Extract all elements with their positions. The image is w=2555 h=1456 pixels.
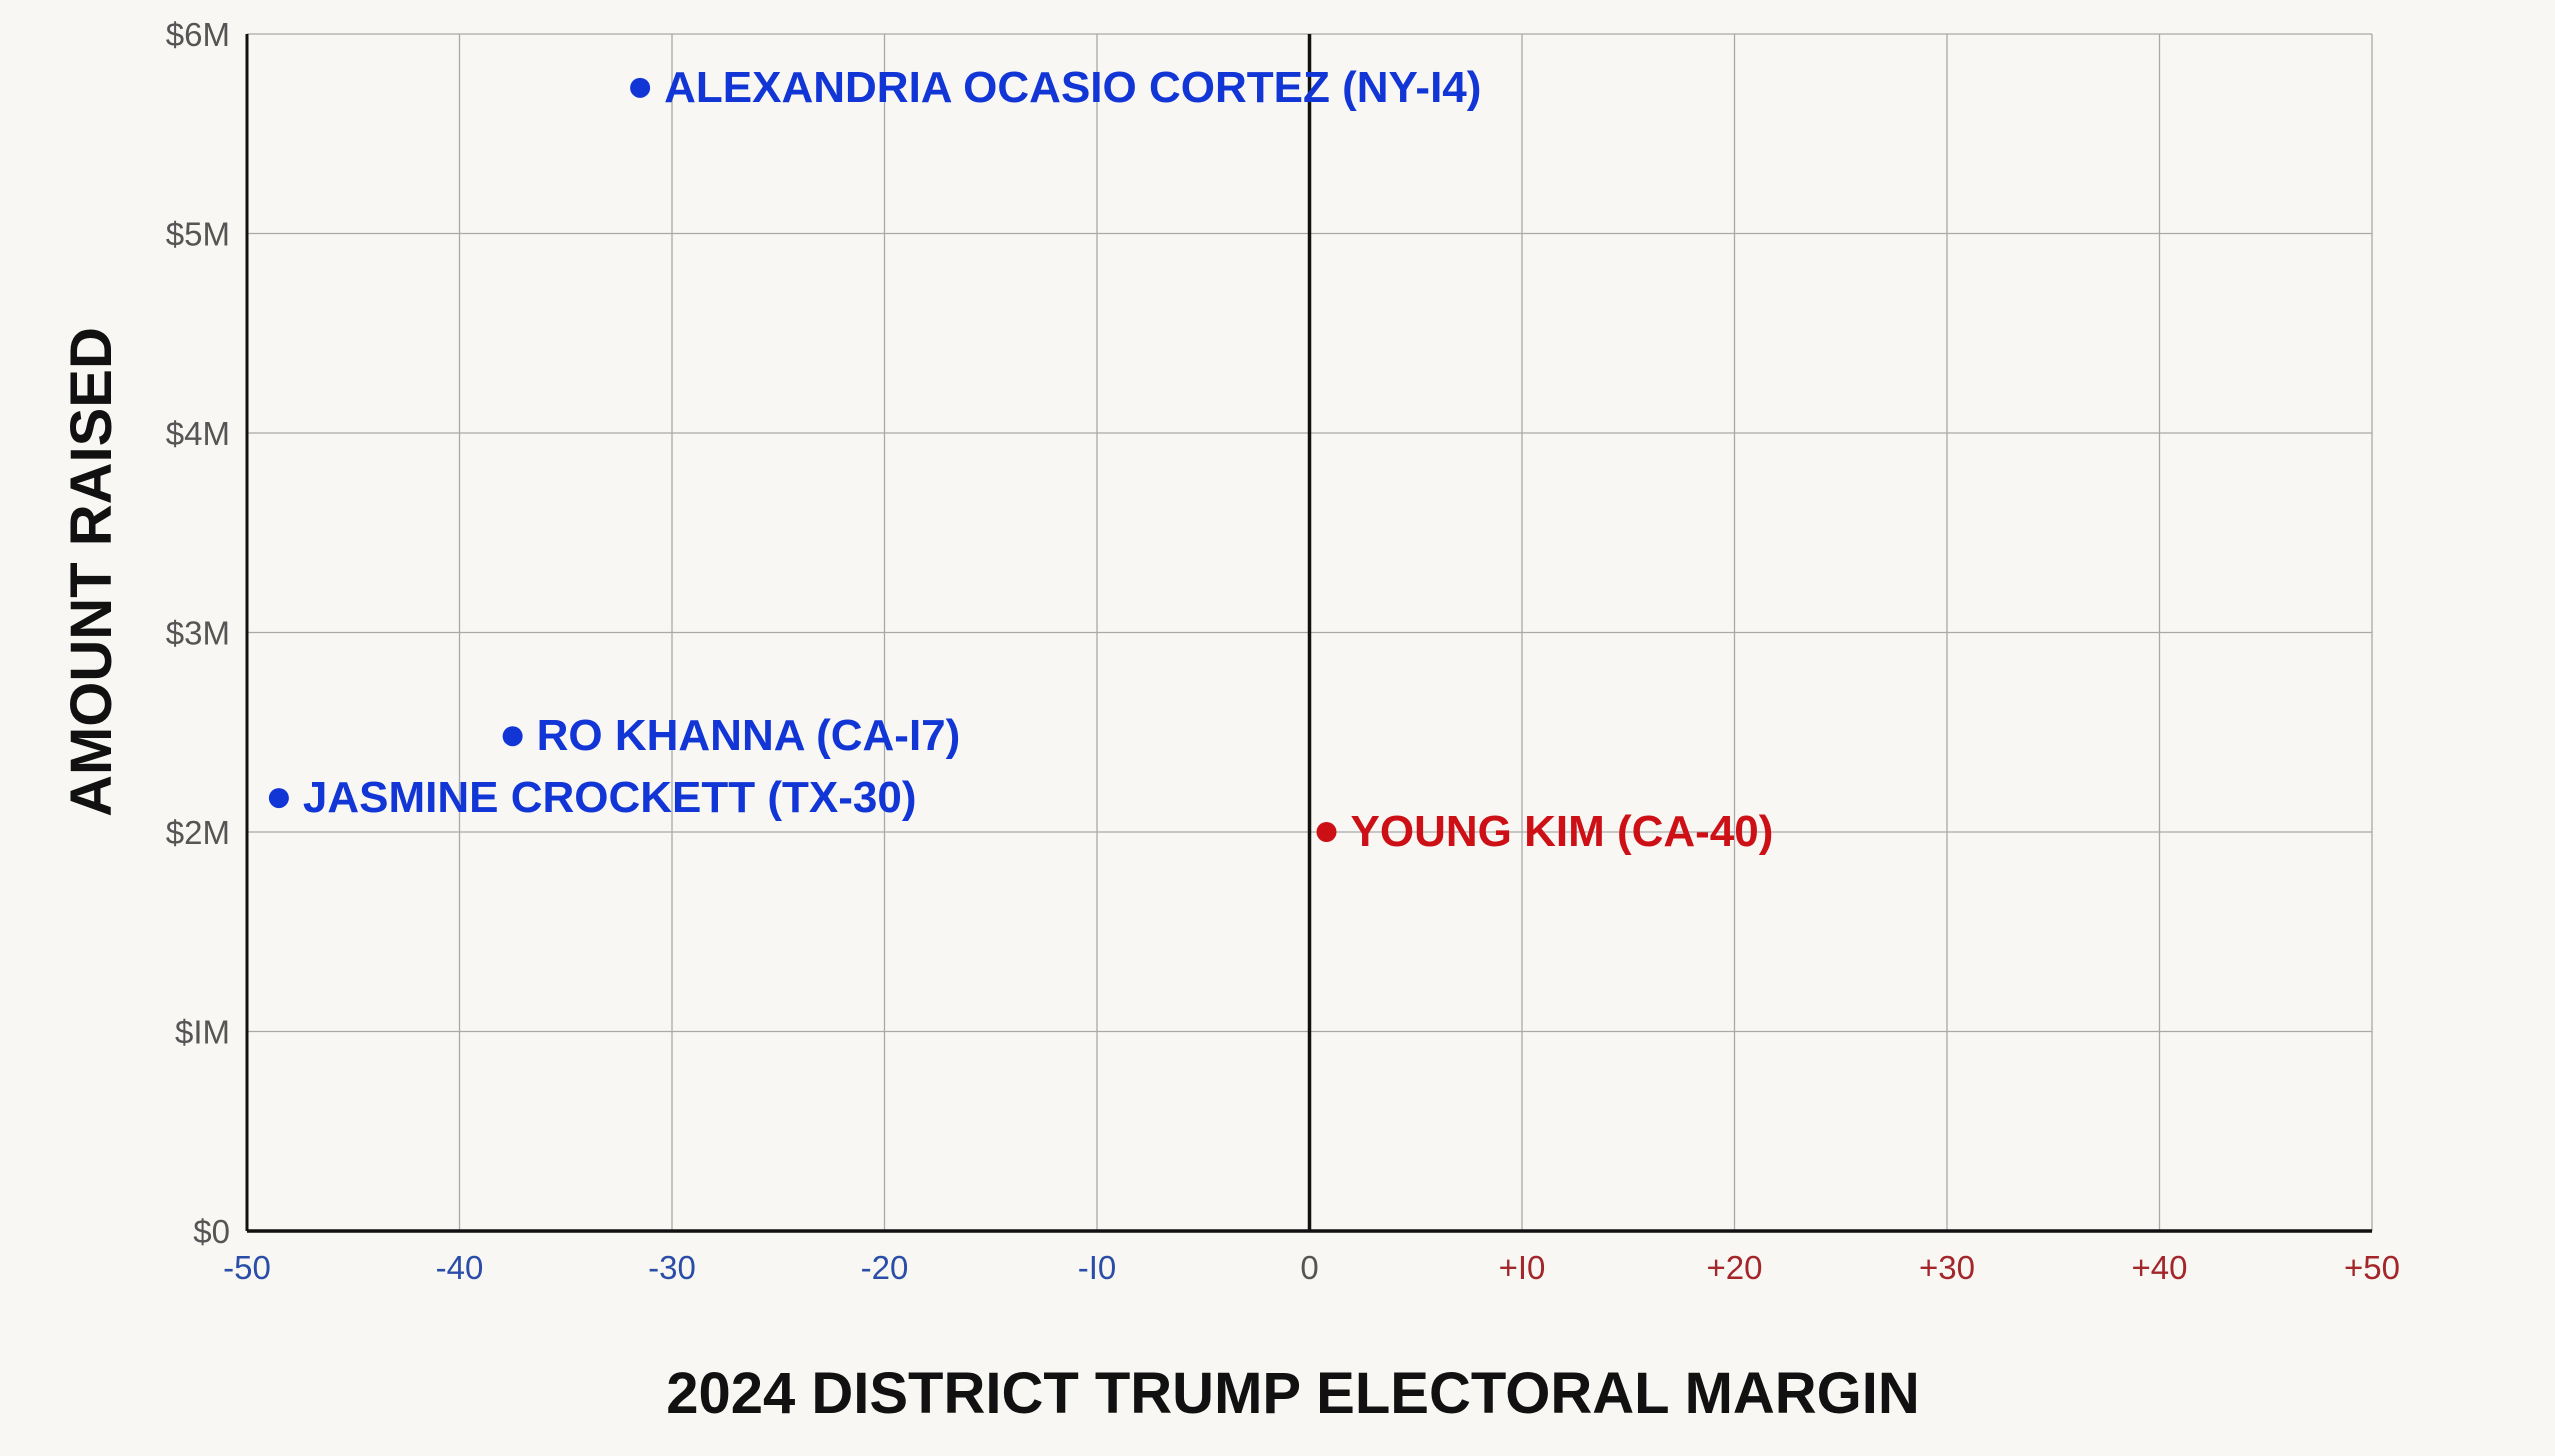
data-points: ALEXANDRIA OCASIO CORTEZ (NY-I4) RO KHANN… xyxy=(268,63,1774,856)
x-tick-label: +20 xyxy=(1707,1249,1763,1286)
axes xyxy=(245,34,2372,1233)
x-tick-label: -30 xyxy=(648,1249,696,1286)
y-tick-label: $4M xyxy=(166,415,230,452)
x-tick-label: +50 xyxy=(2344,1249,2400,1286)
x-tick-label: +40 xyxy=(2132,1249,2188,1286)
x-tick-label: -40 xyxy=(436,1249,484,1286)
x-axis-title: 2024 DISTRICT TRUMP ELECTORAL MARGIN xyxy=(666,1361,1920,1426)
x-tick-label: -50 xyxy=(223,1249,271,1286)
x-tick-label: +30 xyxy=(1919,1249,1975,1286)
data-point xyxy=(502,726,523,747)
y-tick-label: $IM xyxy=(175,1014,230,1051)
y-tick-label: $6M xyxy=(166,16,230,53)
y-tick-label: $0 xyxy=(193,1213,230,1250)
y-tick-label: $5M xyxy=(166,216,230,253)
tick-labels: -50 -40 -30 -20 -I0 0 +I0 +20 +30 +40 +50 $0 $IM $2M $… xyxy=(166,16,2400,1286)
data-point-label: RO KHANNA (CA-I7) xyxy=(537,711,961,760)
y-tick-label: $3M xyxy=(166,615,230,652)
data-point-label: JASMINE CROCKETT (TX-30) xyxy=(303,773,917,822)
x-tick-label: -I0 xyxy=(1078,1249,1117,1286)
data-point xyxy=(630,77,651,98)
x-tick-label: -20 xyxy=(861,1249,909,1286)
data-point xyxy=(1316,822,1337,842)
x-tick-label: 0 xyxy=(1300,1249,1318,1286)
data-point xyxy=(268,788,289,809)
data-point-label: YOUNG KIM (CA-40) xyxy=(1351,807,1774,856)
y-tick-label: $2M xyxy=(166,814,230,851)
x-tick-label: +I0 xyxy=(1499,1249,1546,1286)
y-axis-title: AMOUNT RAISED xyxy=(59,327,124,817)
data-point-label: ALEXANDRIA OCASIO CORTEZ (NY-I4) xyxy=(664,63,1481,112)
